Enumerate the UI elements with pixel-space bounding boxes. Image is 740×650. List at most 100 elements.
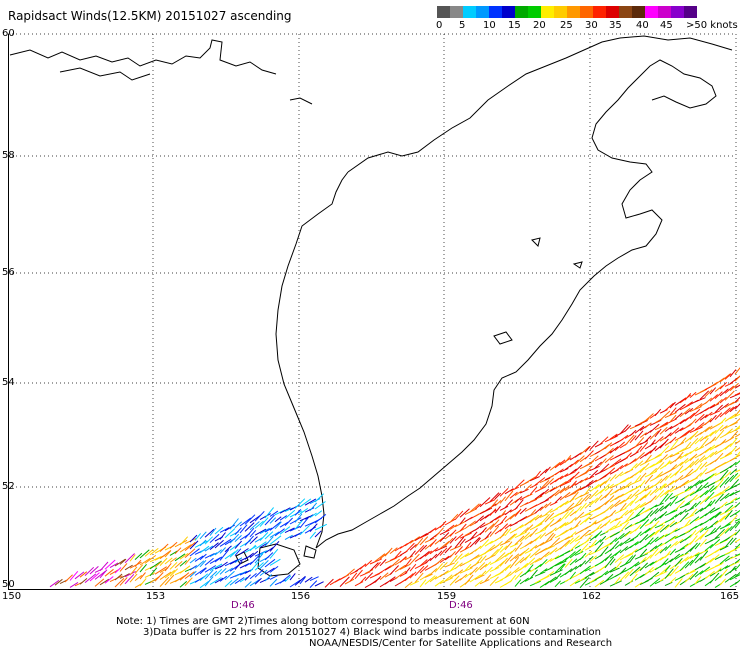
- wind-barb: [219, 567, 227, 575]
- wind-barb: [569, 540, 581, 552]
- wind-barb: [724, 573, 737, 583]
- wind-barb: [204, 576, 214, 587]
- wind-barb: [649, 536, 659, 545]
- wind-barb: [714, 385, 723, 392]
- wind-barb: [84, 573, 97, 583]
- wind-barb: [294, 498, 306, 509]
- wind-barb: [604, 525, 616, 534]
- wind-barb: [539, 477, 551, 484]
- wind-barb: [629, 566, 641, 577]
- wind-barb: [484, 499, 496, 505]
- wind-barb: [624, 511, 635, 523]
- wind-barb: [509, 553, 520, 562]
- wind-barb: [184, 571, 195, 580]
- wind-barb: [654, 478, 663, 487]
- wind-barb: [504, 564, 512, 572]
- wind-barb: [629, 573, 638, 584]
- wind-barb: [709, 403, 720, 409]
- wind-barb: [404, 542, 415, 554]
- wind-barb: [724, 406, 735, 415]
- wind-barb: [639, 440, 649, 446]
- wind-barb: [644, 474, 654, 485]
- wind-barb: [684, 559, 694, 569]
- wind-barb: [569, 510, 577, 517]
- wind-barb: [669, 535, 678, 542]
- wind-barb: [499, 540, 511, 546]
- wind-barb: [604, 556, 615, 569]
- wind-barb: [719, 388, 729, 397]
- wind-barb: [669, 496, 679, 507]
- wind-barb: [574, 455, 585, 465]
- wind-barb: [684, 555, 693, 562]
- wind-barb: [274, 528, 285, 537]
- wind-barb: [624, 434, 635, 446]
- wind-barb: [724, 537, 734, 548]
- wind-barb: [514, 571, 523, 580]
- wind-barb: [504, 490, 514, 502]
- wind-barb: [459, 517, 466, 525]
- wind-barb: [304, 576, 313, 583]
- wind-barb: [539, 513, 550, 525]
- wind-barb: [569, 491, 579, 503]
- scale-swatch: [463, 6, 476, 18]
- scale-swatch: [502, 6, 515, 18]
- wind-barb: [404, 567, 411, 575]
- wind-barb: [429, 538, 437, 548]
- wind-barb: [579, 552, 587, 561]
- wind-barb: [244, 535, 254, 546]
- wind-barb: [709, 527, 716, 535]
- coastline: [9, 35, 733, 577]
- wind-barb: [684, 427, 695, 436]
- wind-barb: [574, 497, 583, 507]
- wind-barb: [494, 528, 502, 535]
- wind-barb: [419, 536, 429, 546]
- wind-barb: [469, 554, 480, 562]
- wind-barb: [564, 498, 575, 506]
- wind-barb: [624, 476, 634, 481]
- wind-barb: [689, 571, 699, 580]
- wind-barb: [734, 553, 740, 557]
- wind-barb: [619, 476, 630, 484]
- wind-barb: [264, 574, 273, 582]
- wind-barb: [469, 531, 478, 541]
- wind-barb: [544, 501, 552, 509]
- wind-barb: [214, 539, 224, 549]
- wind-barb: [724, 501, 734, 506]
- wind-barb: [624, 524, 633, 530]
- wind-barb: [94, 570, 106, 580]
- latitude-label-58: 58: [2, 150, 15, 161]
- wind-barb: [479, 570, 487, 578]
- scale-swatch: [489, 6, 502, 18]
- wind-barb: [254, 520, 264, 529]
- wind-barb: [719, 545, 729, 551]
- scale-swatch: [671, 6, 684, 18]
- wind-barb: [604, 442, 613, 450]
- wind-barb: [529, 544, 538, 552]
- scale-swatch: [619, 6, 632, 18]
- wind-barb: [539, 580, 550, 589]
- wind-barb: [504, 509, 512, 516]
- wind-barb: [724, 471, 732, 478]
- wind-barb: [244, 522, 255, 532]
- wind-barb: [584, 500, 594, 509]
- wind-barb: [579, 560, 587, 568]
- wind-barb: [179, 560, 188, 567]
- wind-barb: [534, 541, 545, 549]
- wind-barb: [729, 566, 736, 574]
- wind-barb: [294, 513, 303, 523]
- wind-barb: [234, 548, 242, 556]
- wind-barb: [559, 500, 569, 508]
- wind-barb: [729, 497, 738, 504]
- wind-barb: [169, 561, 178, 570]
- wind-barb: [414, 544, 425, 555]
- wind-barb: [264, 547, 274, 554]
- wind-barb: [569, 565, 578, 573]
- wind-barb: [699, 446, 712, 456]
- wind-barb: [439, 532, 450, 542]
- wind-barb: [609, 580, 622, 587]
- wind-barb: [254, 541, 267, 550]
- wind-barb: [674, 451, 684, 462]
- wind-barb: [404, 581, 413, 589]
- wind-barb: [249, 544, 257, 552]
- wind-barb: [694, 507, 704, 515]
